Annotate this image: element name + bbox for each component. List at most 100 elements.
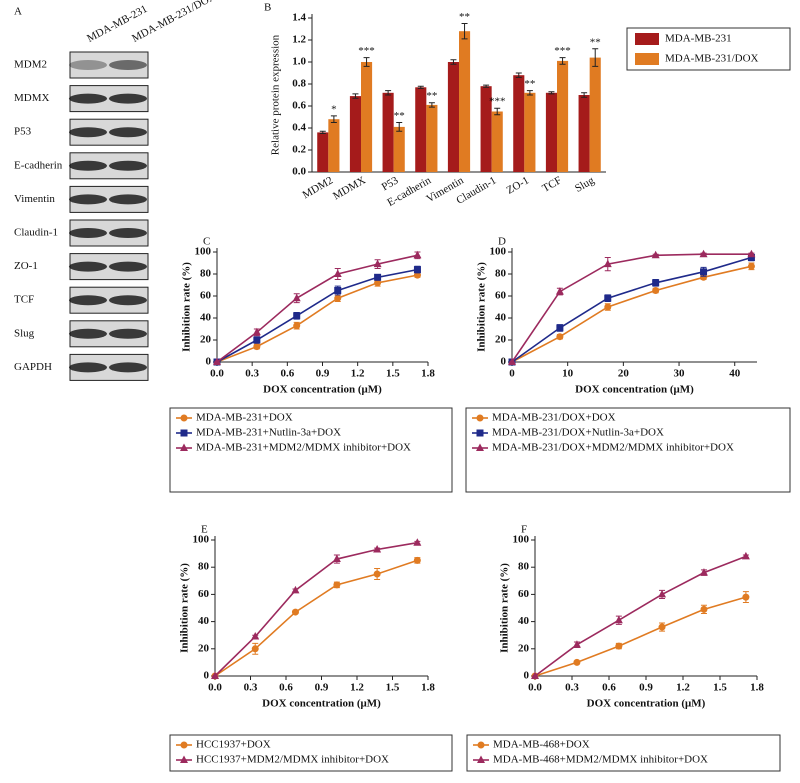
panel-label: D xyxy=(498,236,506,248)
marker xyxy=(700,605,708,613)
marker xyxy=(573,658,581,666)
significance: *** xyxy=(358,45,375,57)
legend-label: HCC1937+MDM2/MDMX inhibitor+DOX xyxy=(196,754,389,766)
marker xyxy=(180,443,188,451)
significance: ** xyxy=(426,90,437,102)
bar xyxy=(349,96,361,172)
marker xyxy=(747,262,755,270)
y-tick-label: 100 xyxy=(193,534,210,546)
x-tick-label: MDM2 xyxy=(301,174,336,201)
x-tick-label: MDMX xyxy=(331,174,368,202)
error-bar xyxy=(319,130,326,134)
marker xyxy=(700,273,708,281)
series-line xyxy=(534,596,747,677)
error-bar xyxy=(483,84,490,88)
marker xyxy=(555,287,564,295)
marker xyxy=(477,741,485,749)
series-line xyxy=(534,555,747,677)
x-tick-label: ZO-1 xyxy=(504,174,531,196)
y-tick-label: 20 xyxy=(495,334,507,346)
marker xyxy=(252,327,261,336)
marker xyxy=(374,273,382,281)
y-tick-label: 0 xyxy=(524,670,530,682)
x-tick-label: 30 xyxy=(674,368,686,380)
legend-swatch xyxy=(635,53,659,65)
bar xyxy=(382,92,394,172)
bar xyxy=(328,119,340,172)
row-label: MDM2 xyxy=(14,59,47,71)
y-axis-label: Inhibition rate (%) xyxy=(179,563,191,653)
bar xyxy=(447,62,459,172)
y-tick-label: 20 xyxy=(198,642,210,654)
x-tick-label: 0.0 xyxy=(208,682,222,694)
panel-label: E xyxy=(201,524,208,536)
significance: ** xyxy=(590,36,601,48)
y-tick-label: 60 xyxy=(200,290,212,302)
row-label: TCF xyxy=(14,294,34,306)
bar xyxy=(513,75,525,172)
marker xyxy=(476,443,484,451)
significance: ** xyxy=(524,78,535,90)
marker xyxy=(292,293,301,302)
marker xyxy=(476,414,484,422)
series-line xyxy=(214,541,418,677)
x-tick-label: 0.3 xyxy=(245,368,259,380)
row-label: MDMX xyxy=(14,92,50,104)
y-tick-label: 1.2 xyxy=(292,34,306,46)
y-axis-label: Relative protein expression xyxy=(270,34,282,155)
legend-box xyxy=(626,27,791,71)
blot-band xyxy=(69,328,107,339)
x-tick-label: 0.0 xyxy=(528,682,542,694)
x-tick-label: 1.5 xyxy=(713,682,727,694)
marker xyxy=(291,585,300,594)
y-tick-label: 80 xyxy=(495,268,507,280)
marker xyxy=(180,741,188,749)
y-tick-label: 40 xyxy=(495,312,507,324)
legend-box xyxy=(169,734,453,772)
x-axis-label: DOX concentration (μM) xyxy=(575,384,694,396)
row-label: E-cadherin xyxy=(14,159,63,171)
x-tick-label: 0.9 xyxy=(315,682,329,694)
bar xyxy=(393,126,405,172)
y-tick-label: 80 xyxy=(198,561,210,573)
marker xyxy=(293,312,301,320)
panel-label: F xyxy=(521,524,527,536)
legend-swatch xyxy=(635,33,659,45)
panel-label: B xyxy=(264,2,271,14)
x-tick-label: Slug xyxy=(573,174,597,195)
marker xyxy=(699,568,708,576)
row-label: Vimentin xyxy=(14,193,55,205)
marker xyxy=(253,336,261,344)
y-tick-label: 20 xyxy=(518,642,530,654)
legend-label: HCC1937+DOX xyxy=(196,739,271,751)
y-tick-label: 0.8 xyxy=(292,78,306,90)
y-axis-label: Inhibition rate (%) xyxy=(181,262,193,352)
y-tick-label: 60 xyxy=(495,290,507,302)
x-tick-label: 0.3 xyxy=(244,682,258,694)
marker xyxy=(180,429,188,437)
marker xyxy=(658,589,667,598)
x-tick-label: 10 xyxy=(562,368,574,380)
marker xyxy=(556,324,564,332)
error-bar xyxy=(363,57,370,67)
x-tick-label: 0.6 xyxy=(602,682,616,694)
bar xyxy=(361,62,373,172)
y-tick-label: 1.4 xyxy=(292,12,306,24)
error-bar xyxy=(559,57,566,65)
marker xyxy=(604,294,612,302)
marker xyxy=(373,570,381,578)
y-tick-label: 0.0 xyxy=(292,166,306,178)
error-bar xyxy=(330,115,337,123)
row-label: Slug xyxy=(14,327,35,339)
legend-label: MDA-MB-231/DOX+MDM2/MDMX inhibitor+DOX xyxy=(492,442,734,454)
marker xyxy=(293,322,301,330)
marker xyxy=(333,269,342,277)
x-tick-label: 0.6 xyxy=(280,368,294,380)
marker xyxy=(651,250,660,259)
y-tick-label: 100 xyxy=(490,246,507,258)
x-tick-label: 40 xyxy=(729,368,741,380)
marker xyxy=(572,640,581,648)
marker xyxy=(373,545,382,553)
y-tick-label: 60 xyxy=(198,588,210,600)
marker xyxy=(604,303,612,311)
